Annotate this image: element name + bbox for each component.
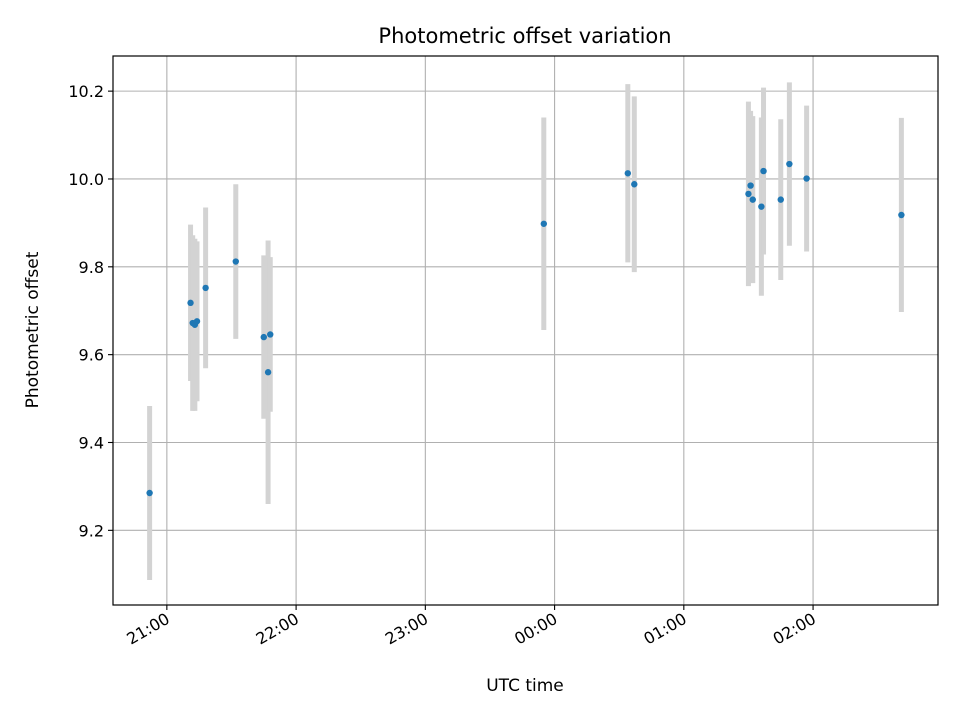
y-tick-label: 9.2 [79,521,104,540]
chart-title: Photometric offset variation [378,24,671,48]
data-point [187,299,194,307]
data-point [898,211,905,219]
y-axis-label: Photometric offset [23,251,43,408]
x-axis-label: UTC time [486,676,564,696]
y-tick-label: 9.4 [79,433,104,452]
data-points [146,160,905,497]
y-tick-label: 10.2 [68,82,104,101]
data-point [146,489,153,497]
y-tick-label: 10.0 [68,170,104,189]
data-point [631,181,638,188]
y-axis-ticks: 9.2 9.4 9.6 9.8 10.0 10.2 [68,82,113,540]
data-point [803,175,810,182]
data-point [777,196,784,203]
data-point [745,190,752,198]
data-point [193,318,201,325]
plot-frame [112,55,939,606]
data-point [232,258,239,265]
data-point [624,170,632,177]
data-point [264,369,272,376]
data-point [540,220,548,227]
data-point [260,333,267,341]
y-tick-label: 9.6 [79,346,104,365]
data-point [749,196,756,203]
plot-area [113,56,938,605]
data-point [202,284,209,292]
data-point [786,160,793,168]
data-point [758,203,765,210]
data-point [747,182,754,189]
data-point [267,331,274,338]
data-point [760,167,767,175]
y-tick-label: 9.8 [79,258,104,277]
grid [113,56,938,605]
